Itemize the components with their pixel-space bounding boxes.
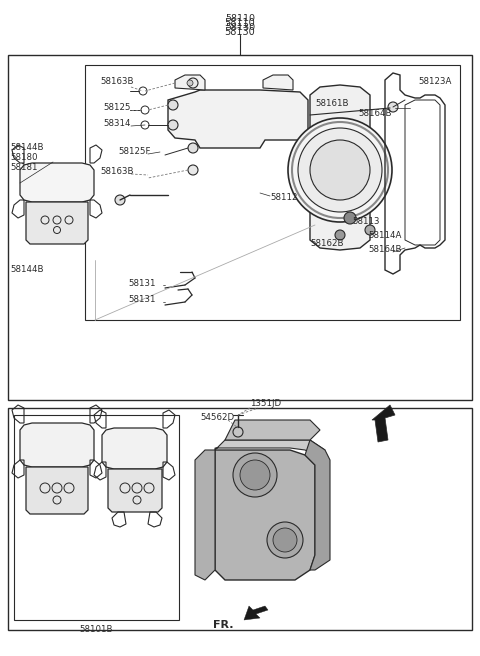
Polygon shape [20, 163, 94, 202]
Polygon shape [26, 202, 88, 244]
Circle shape [388, 102, 398, 112]
Circle shape [233, 453, 277, 497]
Text: 58314: 58314 [103, 119, 131, 129]
Text: 58125F: 58125F [118, 148, 151, 157]
Circle shape [335, 230, 345, 240]
Circle shape [344, 212, 356, 224]
Polygon shape [20, 423, 94, 467]
Text: 58123A: 58123A [418, 77, 451, 87]
Text: 58131: 58131 [128, 295, 156, 304]
Circle shape [168, 100, 178, 110]
Polygon shape [310, 85, 370, 250]
Polygon shape [26, 467, 88, 514]
Polygon shape [108, 469, 162, 512]
Text: 58164B: 58164B [358, 108, 392, 117]
Circle shape [115, 195, 125, 205]
Circle shape [188, 165, 198, 175]
Text: 58114A: 58114A [368, 230, 401, 239]
Text: 58144B: 58144B [10, 266, 44, 274]
Polygon shape [168, 90, 308, 148]
Bar [8, 55, 472, 400]
Polygon shape [372, 405, 395, 442]
Text: 58113: 58113 [352, 218, 380, 226]
Circle shape [187, 80, 193, 86]
Circle shape [298, 128, 382, 212]
Polygon shape [215, 450, 315, 580]
Bar [8, 408, 472, 630]
Text: 58181: 58181 [10, 163, 37, 171]
Polygon shape [175, 75, 205, 90]
Polygon shape [225, 420, 320, 440]
Text: 54562D: 54562D [200, 413, 234, 422]
Text: 58130: 58130 [225, 27, 255, 37]
Polygon shape [102, 428, 167, 469]
Polygon shape [195, 450, 215, 580]
Text: 58162B: 58162B [310, 239, 344, 247]
Circle shape [273, 528, 297, 552]
Text: 58163B: 58163B [100, 77, 133, 87]
Text: 58130: 58130 [225, 23, 255, 32]
Circle shape [188, 78, 198, 88]
Text: 58180: 58180 [10, 154, 37, 163]
Circle shape [168, 120, 178, 130]
Text: 58144B: 58144B [10, 144, 44, 152]
Text: 58112: 58112 [270, 194, 298, 203]
Text: 58131: 58131 [128, 279, 156, 287]
Circle shape [240, 460, 270, 490]
Circle shape [365, 225, 375, 235]
Circle shape [233, 427, 243, 437]
Bar [85, 65, 460, 320]
Polygon shape [244, 606, 268, 620]
Circle shape [288, 118, 392, 222]
Text: 58163B: 58163B [100, 167, 133, 176]
Circle shape [188, 143, 198, 153]
Polygon shape [305, 440, 330, 570]
Bar [14, 415, 179, 620]
Circle shape [310, 140, 370, 200]
Text: 58110: 58110 [225, 14, 255, 23]
Text: 58101B: 58101B [79, 626, 113, 634]
Polygon shape [263, 75, 293, 90]
Text: 1351JD: 1351JD [250, 398, 281, 407]
Polygon shape [215, 440, 325, 455]
Circle shape [267, 522, 303, 558]
Text: 58161B: 58161B [315, 100, 348, 108]
Text: FR.: FR. [213, 620, 233, 630]
Text: 58125: 58125 [103, 102, 131, 112]
Text: 58110: 58110 [225, 18, 255, 28]
Text: 58164B: 58164B [368, 245, 401, 255]
